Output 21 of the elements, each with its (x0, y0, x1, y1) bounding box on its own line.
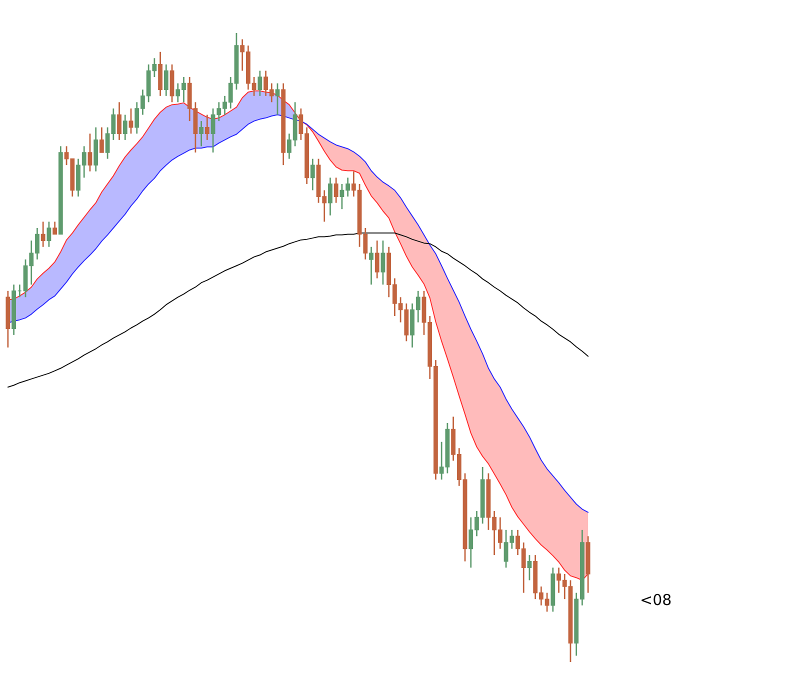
candlestick (310, 158, 315, 191)
candlestick (369, 246, 374, 286)
candlestick (204, 114, 210, 141)
candlestick (52, 221, 58, 235)
candlestick (117, 101, 122, 141)
candlestick (88, 132, 92, 172)
candlestick (275, 82, 280, 116)
candlestick (40, 221, 46, 248)
candlestick (99, 126, 104, 154)
text: <08 (640, 591, 672, 610)
candlestick (374, 240, 380, 280)
candlestick (328, 176, 332, 216)
candlestick (258, 70, 262, 97)
candlestick (46, 221, 52, 248)
candlestick (527, 554, 532, 581)
candlestick (334, 176, 338, 204)
candlestick (380, 240, 386, 286)
candlestick (164, 64, 168, 97)
candlestick (122, 114, 128, 141)
candlestick (128, 108, 134, 134)
candlestick (199, 120, 204, 147)
